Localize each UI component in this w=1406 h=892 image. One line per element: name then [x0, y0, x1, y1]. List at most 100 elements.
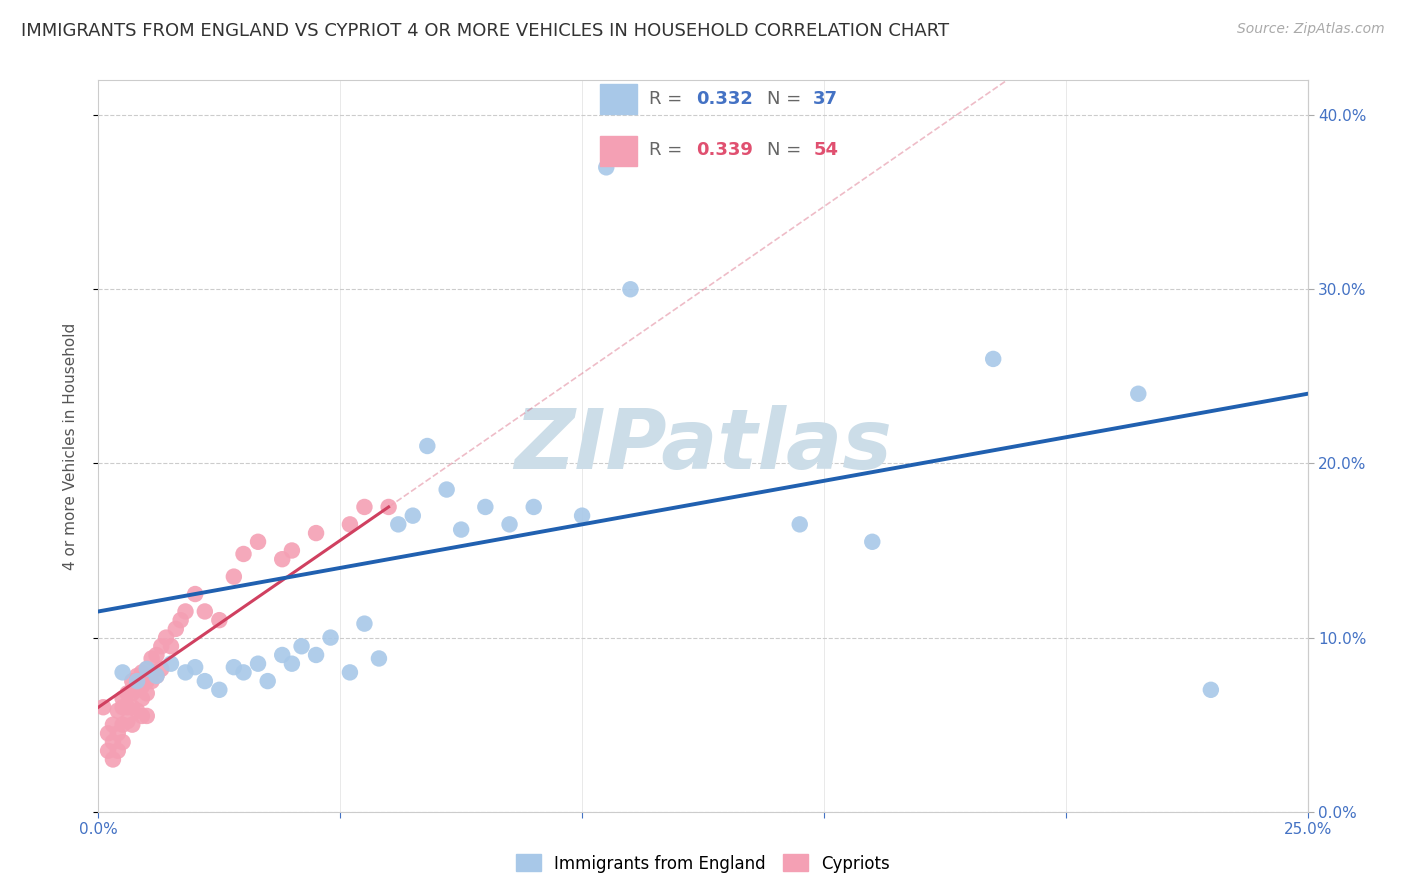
Point	[789, 517, 811, 532]
Point	[271, 648, 294, 662]
Point	[194, 674, 217, 689]
Point	[131, 665, 153, 680]
Point	[377, 500, 399, 514]
Point	[160, 640, 183, 654]
Point	[232, 665, 254, 680]
Point	[290, 640, 312, 654]
Point	[474, 500, 496, 514]
Point	[1199, 682, 1222, 697]
Point	[174, 665, 197, 680]
Point	[208, 613, 231, 627]
Point	[174, 604, 197, 618]
Point	[121, 674, 143, 689]
Point	[107, 726, 129, 740]
Point	[127, 669, 149, 683]
Point	[145, 669, 167, 683]
Point	[101, 735, 124, 749]
Point	[165, 622, 187, 636]
Point	[353, 500, 375, 514]
Point	[222, 569, 245, 583]
Point	[523, 500, 546, 514]
Text: R =: R =	[650, 141, 689, 159]
Point	[111, 691, 134, 706]
FancyBboxPatch shape	[600, 84, 637, 114]
Point	[368, 651, 391, 665]
Point	[281, 657, 304, 671]
Point	[194, 604, 217, 618]
Point	[150, 640, 173, 654]
Point	[111, 700, 134, 714]
Point	[135, 686, 157, 700]
Point	[97, 726, 120, 740]
Point	[107, 744, 129, 758]
Point	[135, 662, 157, 676]
FancyBboxPatch shape	[600, 136, 637, 166]
Point	[107, 704, 129, 718]
Point	[131, 691, 153, 706]
Point	[131, 679, 153, 693]
Point	[111, 717, 134, 731]
Point	[256, 674, 278, 689]
Point	[135, 709, 157, 723]
Point	[184, 660, 207, 674]
Point	[860, 534, 883, 549]
Point	[402, 508, 425, 523]
Point	[145, 669, 167, 683]
Point	[150, 662, 173, 676]
Point	[101, 717, 124, 731]
Point	[121, 717, 143, 731]
Point	[117, 714, 139, 728]
Point	[339, 517, 361, 532]
Point	[135, 674, 157, 689]
Point	[131, 709, 153, 723]
Point	[450, 523, 472, 537]
Point	[436, 483, 458, 497]
Text: N =: N =	[766, 141, 807, 159]
Point	[271, 552, 294, 566]
Point	[281, 543, 304, 558]
Point	[498, 517, 520, 532]
Point	[247, 534, 270, 549]
Legend: Immigrants from England, Cypriots: Immigrants from England, Cypriots	[509, 847, 897, 880]
Point	[145, 648, 167, 662]
Point	[111, 665, 134, 680]
Point	[117, 700, 139, 714]
Point	[305, 648, 328, 662]
Point	[387, 517, 409, 532]
Text: Source: ZipAtlas.com: Source: ZipAtlas.com	[1237, 22, 1385, 37]
Point	[247, 657, 270, 671]
Point	[101, 752, 124, 766]
Y-axis label: 4 or more Vehicles in Household: 4 or more Vehicles in Household	[63, 322, 77, 570]
Point	[127, 682, 149, 697]
Point	[97, 744, 120, 758]
Point	[135, 662, 157, 676]
Point	[339, 665, 361, 680]
Point	[169, 613, 191, 627]
Point	[127, 704, 149, 718]
Point	[160, 657, 183, 671]
Point	[121, 686, 143, 700]
Point	[184, 587, 207, 601]
Point	[571, 508, 593, 523]
Point	[127, 674, 149, 689]
Text: 0.332: 0.332	[696, 90, 752, 108]
Text: R =: R =	[650, 90, 689, 108]
Point	[305, 526, 328, 541]
Text: IMMIGRANTS FROM ENGLAND VS CYPRIOT 4 OR MORE VEHICLES IN HOUSEHOLD CORRELATION C: IMMIGRANTS FROM ENGLAND VS CYPRIOT 4 OR …	[21, 22, 949, 40]
Point	[141, 674, 163, 689]
Point	[981, 351, 1004, 366]
Point	[111, 735, 134, 749]
Point	[353, 616, 375, 631]
Point	[121, 700, 143, 714]
Point	[208, 682, 231, 697]
Text: 37: 37	[813, 90, 838, 108]
Point	[91, 700, 114, 714]
Text: ZIPatlas: ZIPatlas	[515, 406, 891, 486]
Text: 54: 54	[813, 141, 838, 159]
Point	[232, 547, 254, 561]
Point	[155, 631, 177, 645]
Point	[222, 660, 245, 674]
Point	[416, 439, 439, 453]
Point	[319, 631, 342, 645]
Point	[141, 651, 163, 665]
